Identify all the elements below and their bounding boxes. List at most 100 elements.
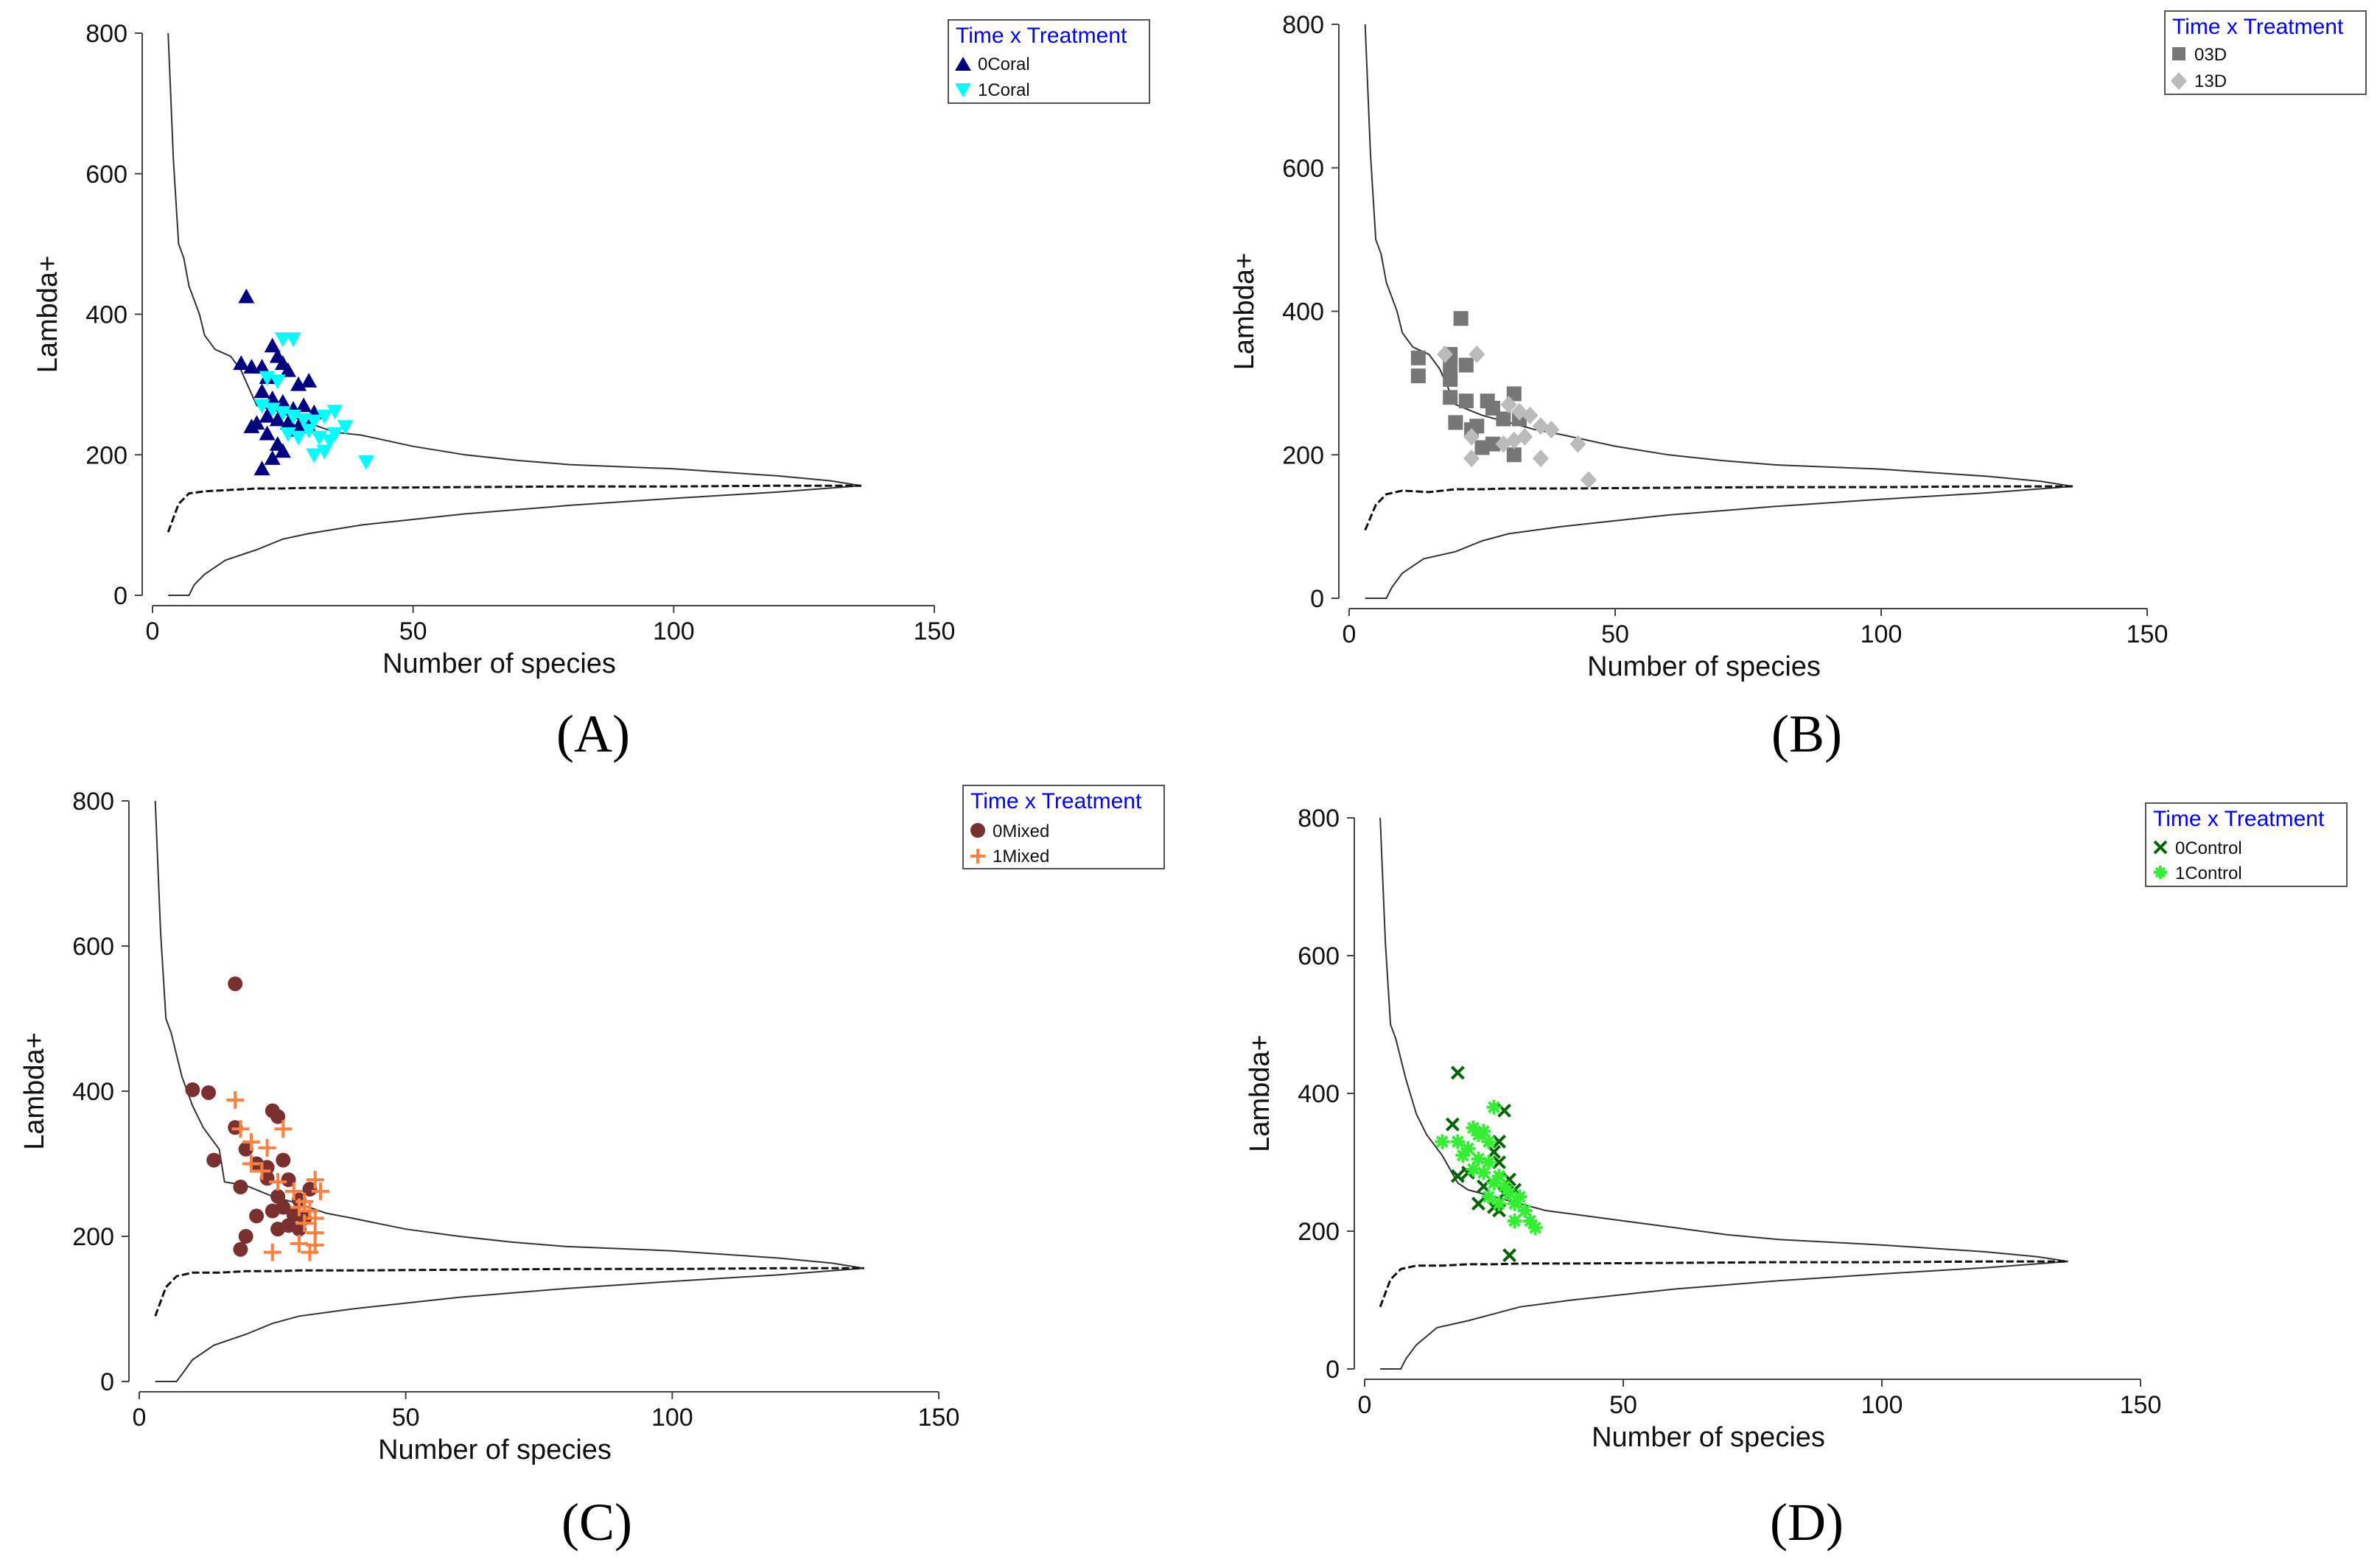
panel-d-legend-item-0control: 0Control — [2153, 838, 2242, 858]
data-point-0control — [1445, 1117, 1460, 1132]
legend-square-icon — [2172, 47, 2185, 60]
panel-a-mean-line — [167, 484, 861, 533]
data-point-1coral — [269, 374, 286, 390]
data-point-0coral — [238, 288, 255, 304]
panel-b-y-axis-title: Lambda+ — [1229, 253, 1260, 371]
data-point-1control — [1486, 1175, 1502, 1191]
panel-b-y-tick-label: 200 — [1282, 441, 1324, 469]
data-point-1mixed — [242, 1132, 260, 1151]
panel-b-mean-line — [1364, 485, 2073, 531]
data-point-1coral — [274, 332, 291, 347]
panel-c-label: (C) — [561, 1493, 632, 1552]
data-point-1control — [1522, 1213, 1538, 1228]
panel-d-y-tick-label: 200 — [1298, 1218, 1340, 1246]
panel-d-x-axis-title: Number of species — [1592, 1422, 1825, 1453]
data-point-13d — [1500, 396, 1517, 414]
data-point-03d — [1443, 357, 1458, 373]
data-point-0coral — [259, 425, 276, 441]
data-point-03d — [1410, 368, 1426, 384]
data-point-13d — [1463, 449, 1480, 468]
data-point-0mixed — [238, 1229, 253, 1244]
panel-d-series-1control — [1435, 1099, 1543, 1236]
panel-a-legend: Time x Treatment 0Coral 1Coral — [948, 19, 1150, 104]
panel-b-y-tick-label: 400 — [1282, 298, 1324, 326]
data-point-1coral — [316, 444, 333, 460]
panel-a-y-tick-label: 0 — [113, 582, 127, 610]
data-point-0coral — [233, 355, 250, 371]
legend-label: 1Mixed — [993, 847, 1049, 866]
legend-triangle-down-icon — [955, 83, 971, 97]
panel-c-y-tick-label: 200 — [72, 1223, 114, 1251]
panel-a-x-axis-title: Number of species — [382, 648, 616, 679]
panel-a-legend-item-1coral: 1Coral — [955, 80, 1030, 100]
panel-d-upper-limit-line — [1379, 817, 2068, 1263]
data-point-0mixed — [233, 1241, 248, 1257]
data-point-1coral — [326, 427, 343, 442]
panel-c-y-tick-label: 800 — [72, 788, 114, 816]
data-point-03d — [1443, 372, 1458, 388]
data-point-0mixed — [228, 976, 243, 992]
data-point-1mixed — [290, 1198, 308, 1216]
data-point-0coral — [279, 362, 296, 377]
data-point-1control — [1491, 1169, 1507, 1184]
panel-d-y-tick-label: 0 — [1326, 1356, 1340, 1384]
panel-d-x-tick-label: 150 — [2120, 1391, 2162, 1419]
data-point-1mixed — [226, 1090, 245, 1109]
legend-label: 1Coral — [978, 80, 1030, 100]
panel-b: 0 50 100 150 0 200 400 600 800 Number of species L… — [1229, 10, 2367, 763]
data-point-0control — [1492, 1135, 1506, 1149]
panel-b-plot: 0 50 100 150 0 200 400 600 800 Number of species L… — [1229, 11, 2168, 682]
data-point-1control — [1471, 1151, 1486, 1166]
panel-b-y-tick-label: 0 — [1310, 585, 1324, 613]
data-point-1coral — [301, 424, 318, 438]
panel-d-y-tick-label: 600 — [1298, 942, 1340, 970]
data-point-0mixed — [302, 1181, 318, 1197]
data-point-1control — [1486, 1099, 1502, 1115]
panel-b-y-tick-label: 600 — [1282, 155, 1324, 183]
data-point-1control — [1502, 1185, 1517, 1201]
panel-c-x-tick-label: 0 — [133, 1404, 147, 1432]
data-point-0mixed — [249, 1208, 265, 1224]
data-point-1control — [1491, 1196, 1507, 1211]
data-point-1control — [1497, 1179, 1512, 1194]
data-point-03d — [1458, 393, 1474, 409]
data-point-0coral — [253, 359, 270, 374]
data-point-1mixed — [231, 1120, 250, 1138]
data-point-1coral — [337, 420, 354, 435]
data-point-13d — [1495, 435, 1512, 453]
panel-b-lower-limit-line — [1365, 486, 2073, 599]
legend-triangle-up-icon — [955, 57, 971, 71]
data-point-0coral — [243, 418, 260, 433]
panel-d-plot: 0 50 100 150 0 200 400 600 800 Number of species L… — [1245, 805, 2161, 1453]
panel-c-legend-box — [962, 785, 1165, 869]
panel-b-legend-title: Time x Treatment — [2172, 15, 2344, 39]
panel-b-x-axis-title: Number of species — [1587, 651, 1821, 682]
panel-c-upper-limit-line — [154, 800, 864, 1269]
data-point-1control — [1481, 1155, 1497, 1170]
panel-d-legend-item-1control: 1Control — [2154, 864, 2242, 883]
panel-c-lower-limit-line — [155, 1267, 864, 1382]
data-point-0mixed — [270, 1188, 286, 1204]
panel-b-x-tick-label: 150 — [2127, 620, 2169, 648]
data-point-1mixed — [284, 1182, 303, 1200]
panel-b-x-tick-label: 100 — [1861, 620, 1903, 648]
data-point-0control — [1450, 1169, 1465, 1183]
data-point-0mixed — [185, 1082, 200, 1098]
legend-label: 0Coral — [978, 55, 1030, 74]
legend-circle-icon — [970, 823, 985, 838]
panel-c-series-0mixed — [185, 976, 318, 1257]
data-point-1control — [1466, 1120, 1481, 1135]
panel-d-series-0control — [1445, 1065, 1522, 1263]
panel-c-x-axis-title: Number of species — [378, 1435, 612, 1465]
panel-a-legend-box — [948, 19, 1150, 104]
data-point-0mixed — [201, 1085, 217, 1100]
data-point-1mixed — [306, 1171, 324, 1189]
data-point-1control — [1507, 1213, 1522, 1228]
panel-a-lower-limit-line — [168, 485, 862, 596]
panel-c-plot: 0 50 100 150 0 200 400 600 800 Number of species L… — [19, 788, 959, 1465]
data-point-1control — [1435, 1134, 1450, 1149]
panel-b-x-tick-label: 50 — [1601, 620, 1629, 648]
panel-b-series-13d — [1436, 345, 1597, 489]
panel-d-y-tick-label: 400 — [1298, 1080, 1340, 1108]
data-point-1mixed — [258, 1138, 276, 1157]
